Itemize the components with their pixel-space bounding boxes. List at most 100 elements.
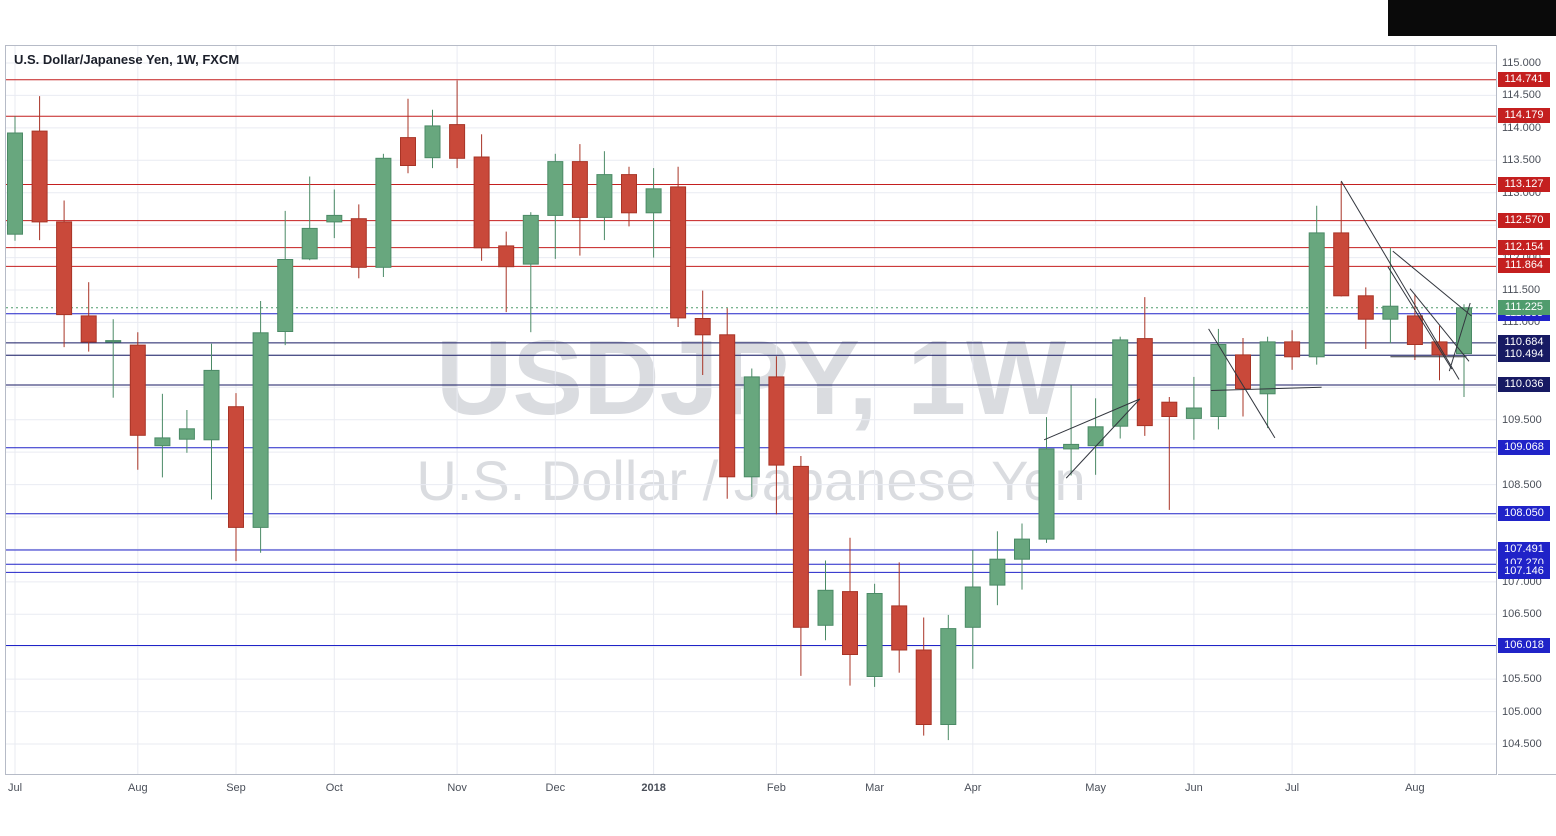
candle[interactable] <box>940 614 957 741</box>
candle-body <box>129 344 146 436</box>
candle[interactable] <box>571 144 588 256</box>
candle[interactable] <box>817 560 834 641</box>
candle[interactable] <box>915 617 932 736</box>
candle[interactable] <box>375 153 392 277</box>
candle[interactable] <box>768 356 785 515</box>
candle[interactable] <box>1284 330 1301 370</box>
candle[interactable] <box>1161 397 1178 510</box>
candle[interactable] <box>891 562 908 673</box>
trendline-drawing[interactable] <box>1340 180 1460 380</box>
last-price-badge: 111.225 <box>1498 299 1550 315</box>
candle[interactable] <box>1406 293 1423 360</box>
candle[interactable] <box>80 282 97 352</box>
candle[interactable] <box>1210 328 1227 430</box>
time-axis[interactable]: Jul Aug Sep Oct Nov Dec 2018 Feb Mar Apr May Jun Jul… <box>5 776 1497 806</box>
resistance-price-badge: 114.741 <box>1498 71 1550 87</box>
candle[interactable] <box>621 166 637 227</box>
candle-body <box>473 156 490 249</box>
candle[interactable] <box>645 168 662 258</box>
time-axis-label: Oct <box>325 782 343 794</box>
support-price-badge: 106.018 <box>1498 637 1550 653</box>
candle[interactable] <box>1333 181 1350 297</box>
candle[interactable] <box>350 204 367 279</box>
trendline-drawing[interactable] <box>1043 398 1140 441</box>
candle[interactable] <box>1185 376 1202 440</box>
candle-body <box>326 214 343 223</box>
resistance-price-badge: 113.127 <box>1498 176 1550 192</box>
candle[interactable] <box>1014 523 1030 590</box>
candle[interactable] <box>1038 417 1055 543</box>
candle[interactable] <box>252 301 269 553</box>
trendline-drawing[interactable] <box>1211 386 1322 391</box>
candle[interactable] <box>129 332 146 470</box>
candle[interactable] <box>178 410 195 453</box>
candle[interactable] <box>596 151 613 241</box>
candle-body <box>1185 407 1202 419</box>
candle[interactable] <box>449 80 466 169</box>
candle[interactable] <box>56 200 73 348</box>
candle[interactable] <box>31 96 48 241</box>
candle[interactable] <box>522 212 539 333</box>
price-tick-label: 113.500 <box>1502 154 1541 167</box>
time-axis-label: 2018 <box>641 782 666 794</box>
trendline-drawing[interactable] <box>1409 288 1470 362</box>
candle-body <box>350 218 367 268</box>
candle[interactable] <box>498 231 515 313</box>
candle[interactable] <box>1087 398 1104 475</box>
candle[interactable] <box>1259 336 1276 429</box>
candle[interactable] <box>694 290 711 375</box>
candle[interactable] <box>277 210 294 346</box>
top-chrome-dark-region <box>1388 0 1556 36</box>
candle-body <box>1112 339 1129 427</box>
candle[interactable] <box>203 343 220 500</box>
candle[interactable] <box>228 393 244 562</box>
candle-body <box>989 558 1006 586</box>
candle-body <box>228 406 244 528</box>
candle[interactable] <box>1136 297 1153 436</box>
candle[interactable] <box>1357 287 1374 349</box>
candle[interactable] <box>1456 304 1472 397</box>
candle[interactable] <box>473 134 490 261</box>
candle[interactable] <box>326 189 343 239</box>
candle-body <box>1038 448 1055 540</box>
candle[interactable] <box>670 166 687 327</box>
price-tick-label: 104.500 <box>1502 738 1542 750</box>
candle[interactable] <box>301 176 318 261</box>
candle-body <box>964 586 981 628</box>
candle[interactable] <box>866 583 883 687</box>
candle-body <box>694 318 711 336</box>
candle[interactable] <box>105 319 122 398</box>
candle[interactable] <box>989 531 1006 606</box>
candle[interactable] <box>154 393 171 478</box>
candle[interactable] <box>719 308 736 499</box>
chart-plot-area[interactable]: USDJPY, 1W U.S. Dollar / Japanese Yen U.… <box>5 45 1497 775</box>
candle-body <box>547 161 564 216</box>
trendline-drawing[interactable] <box>1065 398 1141 479</box>
candle[interactable] <box>400 98 416 174</box>
candle[interactable] <box>792 456 809 676</box>
trendline-drawing[interactable] <box>1448 302 1471 372</box>
candle[interactable] <box>1431 325 1448 381</box>
candle[interactable] <box>743 368 760 497</box>
support-price-badge: 107.491 <box>1498 542 1550 557</box>
candle[interactable] <box>547 153 564 259</box>
candle[interactable] <box>424 109 441 169</box>
candle[interactable] <box>7 116 23 241</box>
candle[interactable] <box>1063 385 1080 476</box>
trendline-drawing[interactable] <box>1208 328 1276 439</box>
candlestick-chart[interactable] <box>5 45 1497 775</box>
candle[interactable] <box>1382 247 1399 344</box>
trendline-drawing[interactable] <box>1392 250 1472 317</box>
candle-body <box>375 157 392 268</box>
candle[interactable] <box>1308 205 1325 365</box>
candle[interactable] <box>1112 336 1129 439</box>
candle[interactable] <box>964 550 981 669</box>
candle-body <box>842 591 858 655</box>
trendline-drawing[interactable] <box>1387 266 1453 370</box>
candle-body <box>277 259 294 332</box>
chart-legend-title[interactable]: U.S. Dollar/Japanese Yen, 1W, FXCM <box>14 52 240 67</box>
price-axis[interactable]: 115.000114.500114.000113.500113.000112.5… <box>1498 45 1556 775</box>
candle-body <box>56 221 73 316</box>
candle[interactable] <box>842 537 858 686</box>
